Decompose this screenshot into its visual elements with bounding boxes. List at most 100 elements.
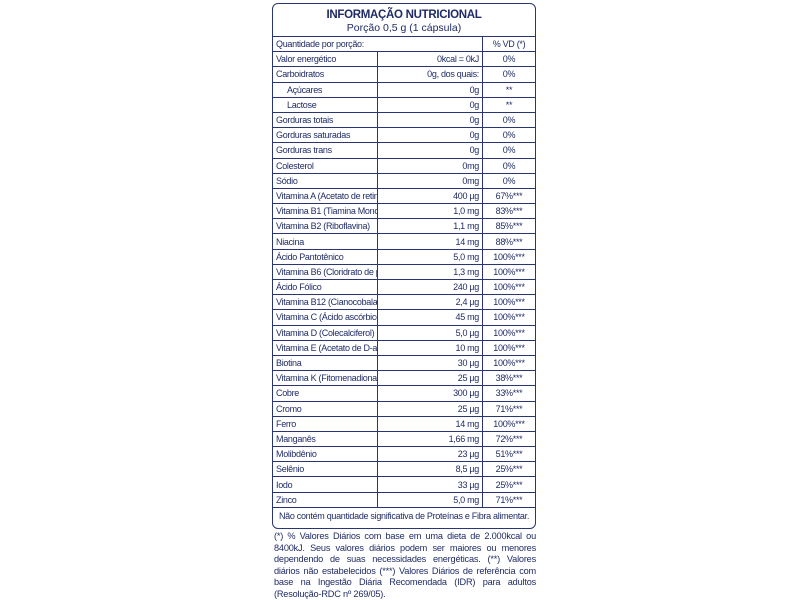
amount: 0g xyxy=(377,111,483,128)
amount: 1,3 mg xyxy=(377,263,483,280)
nutrient-name: Vitamina A (Acetato de retinol) xyxy=(273,187,378,204)
table-row: Açúcares 0g ** xyxy=(273,81,535,98)
daily-value: 83%*** xyxy=(482,203,535,219)
table-row: Valor energético 0kcal = 0kJ 0% xyxy=(273,51,535,67)
table-row: Colesterol 0mg 0% xyxy=(273,157,535,174)
amount: 25 µg xyxy=(377,400,483,417)
table-footer: Não contém quantidade significativa de P… xyxy=(273,506,535,521)
nutrient-name: Vitamina C (Ácido ascórbico) xyxy=(273,309,378,326)
amount: 5,0 mg xyxy=(377,248,483,265)
daily-value: 100%*** xyxy=(482,278,535,295)
table-row: Sódio 0mg 0% xyxy=(273,172,535,189)
daily-value: 100%*** xyxy=(482,309,535,326)
amount: 45 mg xyxy=(377,309,483,326)
daily-value: 25%*** xyxy=(482,476,535,493)
table-row: Gorduras saturadas 0g 0% xyxy=(273,127,535,143)
daily-value: 0% xyxy=(482,66,535,83)
daily-value: 88%*** xyxy=(482,233,535,250)
amount: 240 µg xyxy=(377,278,483,295)
nutrient-name: Vitamina K (Fitomenadiona) xyxy=(273,370,378,386)
amount: 1,66 mg xyxy=(377,430,483,447)
footnote: (*) % Valores Diários com base em uma di… xyxy=(274,531,536,564)
nutrient-name: Molibdênio xyxy=(273,446,378,462)
daily-value: 100%*** xyxy=(482,354,535,371)
daily-value: 0% xyxy=(482,127,535,143)
amount: 14 mg xyxy=(377,233,483,250)
nutrient-name: Cobre xyxy=(273,385,378,401)
table-row: Vitamina B6 (Cloridrato de piridoxina)1,… xyxy=(273,263,535,280)
table-row: Vitamina B2 (Riboflavina) 1,1 mg 85%*** xyxy=(273,218,535,234)
daily-value: ** xyxy=(482,96,535,113)
nutrient-name: Carboidratos xyxy=(273,66,378,83)
daily-value: 100%*** xyxy=(482,263,535,280)
daily-value: 0% xyxy=(482,172,535,189)
portion: Porção 0,5 g (1 cápsula) xyxy=(346,22,462,34)
nutrient-name: Biotina xyxy=(273,354,378,371)
amount: 1,1 mg xyxy=(377,218,483,234)
header-row: Quantidade por porção: % VD (*) xyxy=(273,35,535,52)
daily-value: 71%*** xyxy=(482,491,535,507)
table-row: Vitamina D (Colecalciferol) 5,0 µg 100%*** xyxy=(273,324,535,341)
nutrient-name: Açúcares xyxy=(273,81,378,98)
amount: 10 mg xyxy=(377,339,483,356)
amount: 23 µg xyxy=(377,446,483,462)
table-row: Molibdênio 23 µg 51%*** xyxy=(273,446,535,462)
table-row: Cobre 300 µg 33%*** xyxy=(273,385,535,401)
nutrient-name: Vitamina B1 (Tiamina Mononitrato) xyxy=(273,203,378,219)
nutrient-name: Ácido Pantotênico xyxy=(273,248,378,265)
nutrient-name: Manganês xyxy=(273,430,378,447)
daily-value: 33%*** xyxy=(482,385,535,401)
daily-value: 0% xyxy=(482,51,535,67)
header-cell: % VD (*) xyxy=(482,35,535,52)
table-row: Vitamina K (Fitomenadiona) 25 µg 38%*** xyxy=(273,370,535,386)
nutrient-name: Cromo xyxy=(273,400,378,417)
table-row: Cromo 25 µg 71%*** xyxy=(273,400,535,417)
amount: 0g, dos quais: xyxy=(377,66,483,83)
amount: 300 µg xyxy=(377,385,483,401)
nutrient-name: Ácido Fólico xyxy=(273,278,378,295)
nutrient-name: Valor energético xyxy=(273,51,378,67)
table-row: Niacina 14 mg 88%*** xyxy=(273,233,535,250)
amount: 0mg xyxy=(377,172,483,189)
footnote: (**) Valores diários não estabelecidos xyxy=(274,554,536,576)
amount: 33 µg xyxy=(377,476,483,493)
nutrient-name: Vitamina D (Colecalciferol) xyxy=(273,324,378,341)
nutrient-name: Vitamina B12 (Cianocobalamina) xyxy=(273,294,378,310)
daily-value: 51%*** xyxy=(482,446,535,462)
nutrient-name: Gorduras saturadas xyxy=(273,127,378,143)
amount: 400 µg xyxy=(377,187,483,204)
nutrient-name: Sódio xyxy=(273,172,378,189)
table-row: Vitamina A (Acetato de retinol) 400 µg 67%… xyxy=(273,187,535,204)
nutrient-name: Niacina xyxy=(273,233,378,250)
nutrient-name: Gorduras totais xyxy=(273,111,378,128)
amount: 0g xyxy=(377,127,483,143)
table-row: Ácido Pantotênico 5,0 mg 100%*** xyxy=(273,248,535,265)
amount: 14 mg xyxy=(377,415,483,432)
daily-value: 100%*** xyxy=(482,294,535,310)
table-row: Manganês 1,66 mg 72%*** xyxy=(273,430,535,447)
amount: 30 µg xyxy=(377,354,483,371)
nutrient-name: Vitamina B6 (Cloridrato de piridoxina) xyxy=(273,263,378,280)
daily-value: 25%*** xyxy=(482,461,535,477)
amount: 2,4 µg xyxy=(377,294,483,310)
nutrient-name: Lactose xyxy=(273,96,378,113)
daily-value: ** xyxy=(482,81,535,98)
amount: 0g xyxy=(377,142,483,158)
daily-value: 85%*** xyxy=(482,218,535,234)
daily-value: 38%*** xyxy=(482,370,535,386)
table-row: Lactose 0g ** xyxy=(273,96,535,113)
daily-value: 100%*** xyxy=(482,415,535,432)
daily-value: 100%*** xyxy=(482,248,535,265)
amount: 0mg xyxy=(377,157,483,174)
table-row: Vitamina E (Acetato de D-alfa-tocoferol)… xyxy=(273,339,535,356)
daily-value: 0% xyxy=(482,142,535,158)
daily-value: 71%*** xyxy=(482,400,535,417)
nutrient-name: Gorduras trans xyxy=(273,142,378,158)
daily-value: 0% xyxy=(482,111,535,128)
daily-value: 0% xyxy=(482,157,535,174)
table-row: Iodo 33 µg 25%*** xyxy=(273,476,535,493)
nutrient-name: Vitamina B2 (Riboflavina) xyxy=(273,218,378,234)
nutrient-name: Zinco xyxy=(273,491,378,507)
amount: 1,0 mg xyxy=(377,203,483,219)
